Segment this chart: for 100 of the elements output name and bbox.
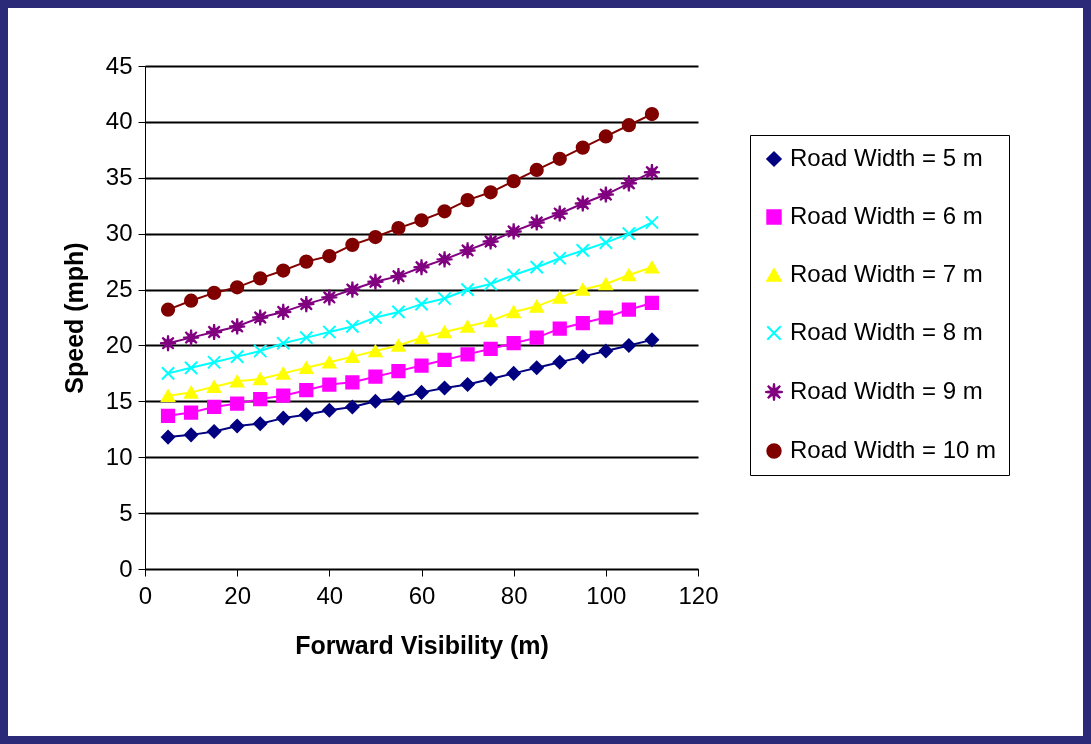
point: [276, 263, 291, 278]
point: [368, 310, 383, 325]
point: [414, 296, 429, 312]
point: [575, 140, 590, 155]
x-tick-label: 0: [138, 581, 153, 609]
y-tick-label: 20: [105, 330, 133, 358]
point: [437, 380, 452, 396]
point: [550, 204, 569, 223]
point: [345, 319, 360, 334]
point: [506, 305, 521, 319]
point: [366, 272, 385, 291]
point: [644, 215, 660, 230]
point: [207, 355, 222, 370]
point: [619, 174, 638, 193]
point: [160, 429, 176, 445]
point: [529, 260, 544, 275]
point: [320, 288, 339, 307]
point: [391, 390, 406, 406]
point: [276, 388, 291, 403]
point: [207, 285, 222, 301]
point: [527, 213, 546, 232]
point: [529, 300, 544, 313]
point: [575, 243, 590, 258]
point: [343, 280, 362, 299]
point: [322, 403, 337, 418]
point: [644, 260, 660, 274]
point: [368, 394, 383, 409]
point: [253, 372, 268, 386]
point: [414, 358, 429, 373]
y-tick-label: 45: [105, 51, 133, 79]
point: [276, 336, 291, 351]
point: [483, 371, 498, 387]
point: [598, 129, 613, 144]
point: [391, 220, 406, 236]
point: [621, 302, 636, 317]
point: [621, 226, 636, 241]
point: [529, 330, 544, 345]
point: [368, 229, 383, 245]
point: [644, 295, 660, 311]
point: [506, 366, 521, 381]
point: [322, 248, 337, 264]
y-tick-label: 10: [105, 442, 133, 470]
point: [460, 377, 475, 392]
point: [183, 405, 199, 420]
point: [506, 174, 521, 189]
point: [621, 268, 636, 282]
point: [621, 118, 636, 133]
point: [322, 355, 337, 369]
point: [575, 349, 590, 364]
point: [230, 418, 245, 434]
point: [160, 408, 176, 423]
point: [389, 267, 408, 286]
point: [414, 213, 429, 228]
point: [207, 424, 222, 439]
point: [182, 328, 201, 347]
x-tick-label: 60: [408, 581, 436, 609]
y-tick-label: 5: [119, 498, 133, 526]
point: [598, 310, 613, 325]
point: [391, 304, 406, 320]
point: [368, 369, 383, 384]
y-tick-label: 15: [105, 386, 133, 414]
legend-label: Road Width = 10 m: [790, 436, 997, 463]
point: [412, 258, 431, 277]
point: [183, 386, 199, 399]
point: [435, 250, 454, 269]
point: [644, 106, 660, 122]
point: [483, 314, 498, 328]
point: [437, 291, 452, 306]
point: [644, 332, 660, 347]
point: [437, 204, 452, 219]
point: [504, 222, 523, 241]
point: [460, 282, 475, 297]
point: [621, 338, 636, 353]
y-tick-label: 40: [105, 107, 133, 135]
point: [391, 339, 406, 352]
point: [253, 271, 268, 286]
point: [299, 254, 314, 269]
point: [322, 377, 337, 392]
point: [345, 399, 360, 415]
point: [598, 235, 613, 250]
point: [483, 185, 498, 200]
point: [414, 385, 429, 400]
point: [368, 344, 383, 358]
legend-label: Road Width = 8 m: [790, 318, 983, 345]
point: [460, 320, 475, 333]
x-axis-title: Forward Visibility (m): [295, 630, 549, 659]
legend-label: Road Width = 9 m: [790, 377, 983, 404]
x-tick-label: 120: [678, 581, 719, 609]
point: [575, 283, 590, 296]
point: [322, 324, 337, 340]
point: [345, 350, 360, 363]
point: [552, 251, 567, 266]
point: [573, 194, 592, 213]
point: [529, 162, 544, 178]
point: [230, 374, 245, 388]
point: [458, 241, 477, 260]
point: [183, 427, 199, 442]
point: [460, 347, 475, 362]
y-axis-title: Speed (mph): [59, 242, 88, 394]
point: [207, 380, 222, 394]
